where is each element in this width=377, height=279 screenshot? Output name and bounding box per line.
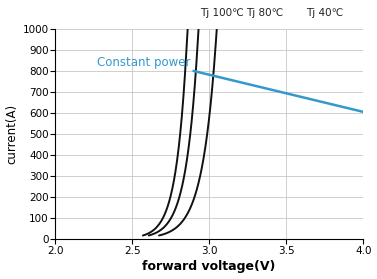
X-axis label: forward voltage(V): forward voltage(V)	[143, 260, 276, 273]
Text: Tj 40℃: Tj 40℃	[306, 8, 343, 18]
Text: Tj 100℃: Tj 100℃	[199, 8, 243, 18]
Y-axis label: current(A): current(A)	[6, 104, 18, 164]
Text: Constant power: Constant power	[97, 56, 190, 69]
Text: Tj 80℃: Tj 80℃	[246, 8, 283, 18]
